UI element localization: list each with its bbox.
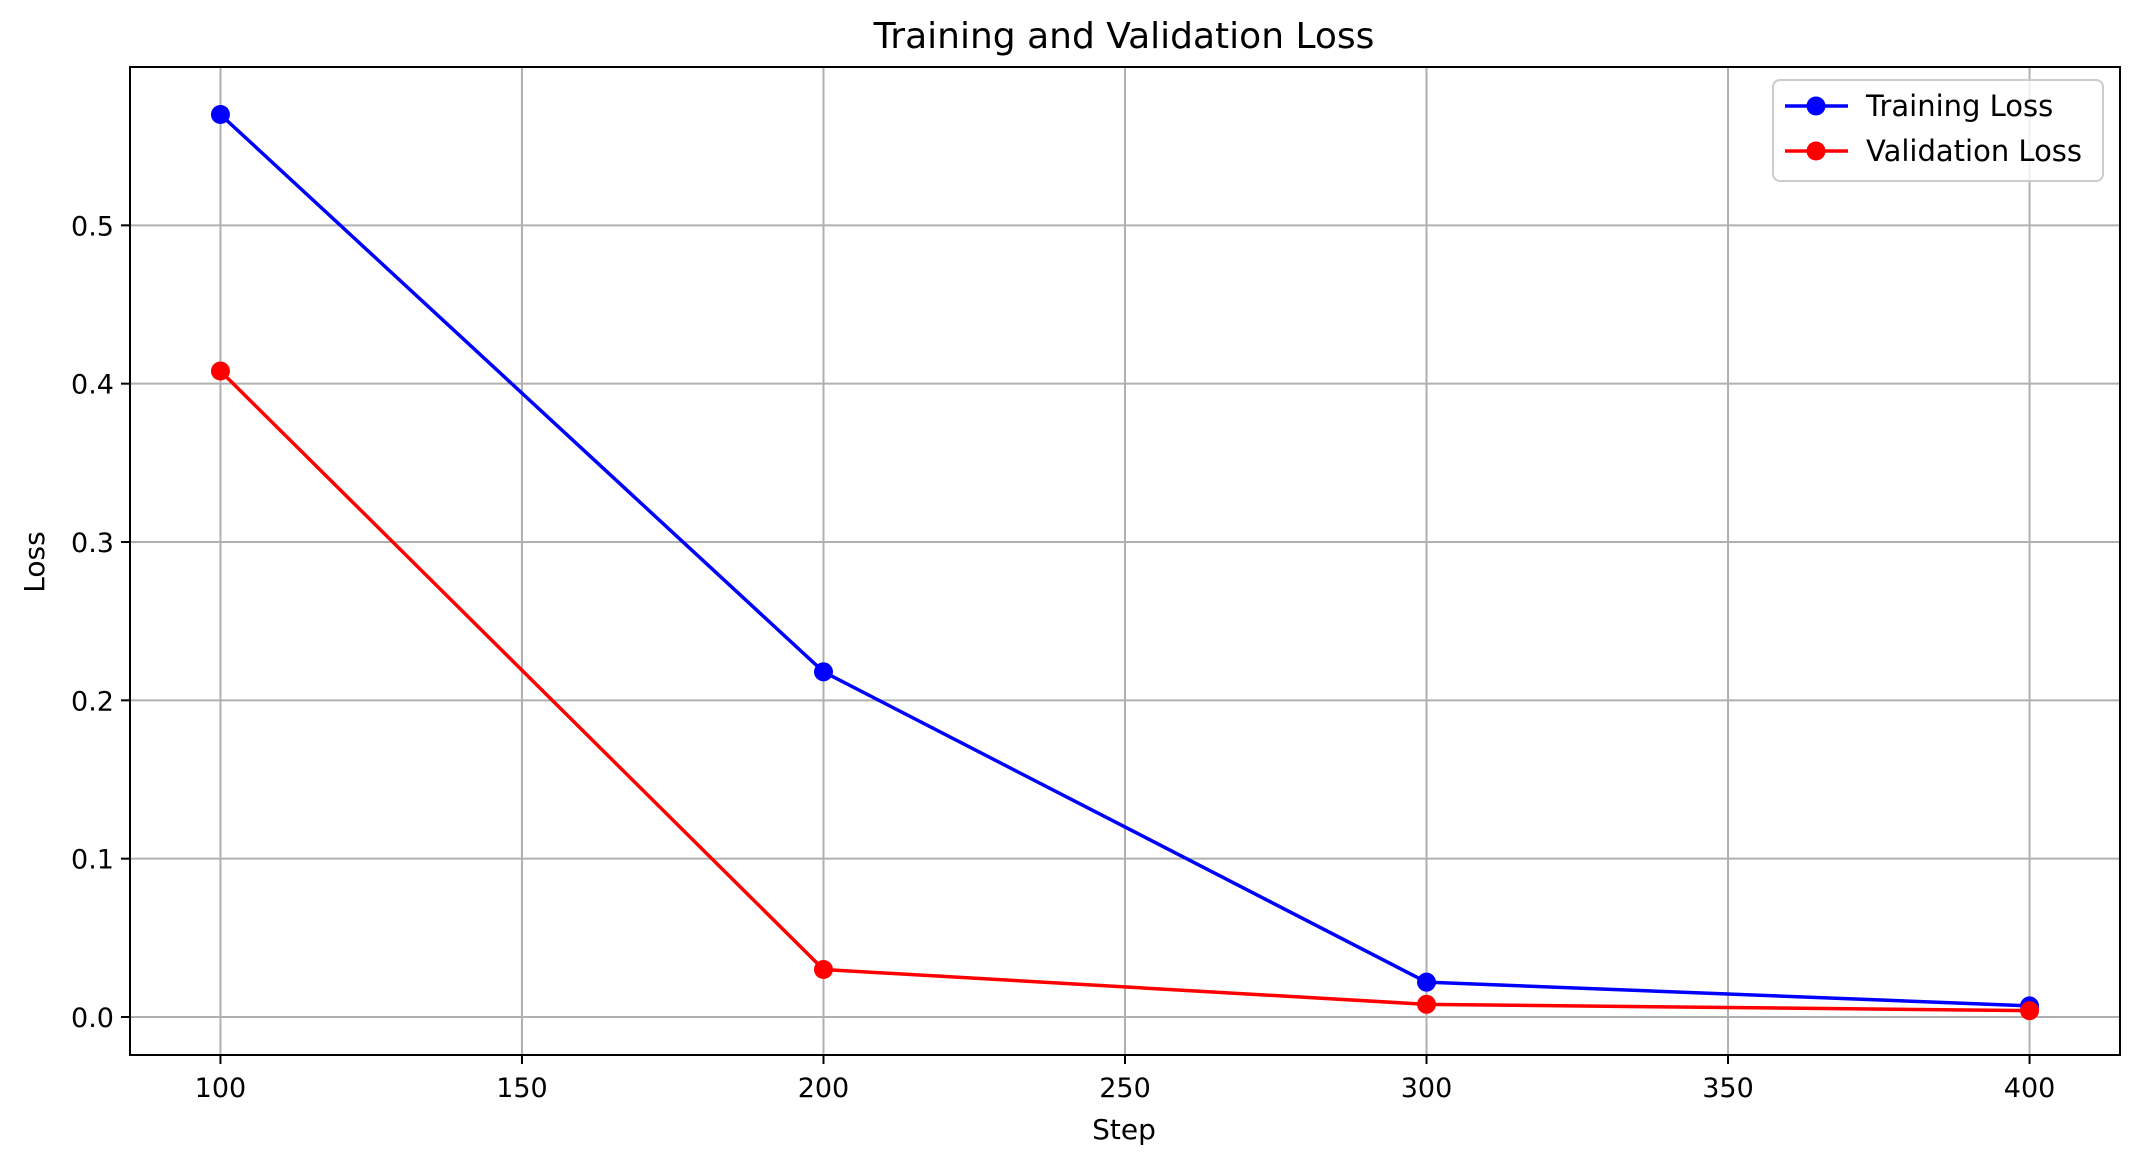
y-tick-label: 0.2 [71, 686, 114, 717]
x-tick-label: 350 [1702, 1073, 1754, 1104]
x-axis-label: Step [1092, 1113, 1156, 1146]
legend-label-validation-loss: Validation Loss [1866, 134, 2082, 168]
y-tick-label: 0.0 [71, 1003, 114, 1034]
legend-box [1772, 79, 2104, 182]
training-loss-line [219, 113, 2030, 1008]
legend-entry-training-loss: Training Loss [1785, 89, 2053, 123]
grid-lines [130, 67, 2120, 1055]
y-tick-label: 0.5 [71, 211, 114, 242]
x-tick-label: 150 [496, 1073, 548, 1104]
validation-loss-line [219, 369, 2030, 1013]
legend-label-training-loss: Training Loss [1865, 89, 2053, 123]
validation-loss-series [210, 361, 2040, 1021]
legend: Training Loss Validation Loss [1772, 79, 2104, 182]
x-tick-label: 250 [1099, 1073, 1151, 1104]
y-tick-label: 0.4 [71, 370, 114, 401]
training-loss-point [813, 662, 833, 682]
x-tick-label: 100 [195, 1073, 247, 1104]
y-tick-label: 0.1 [71, 845, 114, 876]
training-loss-point [1417, 972, 1437, 992]
legend-marker-validation-loss [1806, 141, 1826, 161]
validation-loss-point [813, 960, 833, 979]
chart-title: Training and Validation Loss [873, 16, 1375, 57]
legend-marker-training-loss [1806, 96, 1826, 116]
y-axis-label: Loss [18, 531, 51, 592]
training-loss-point [210, 105, 230, 124]
series-layer [210, 105, 2040, 1021]
validation-loss-point [1417, 994, 1437, 1014]
x-tick-label: 300 [1401, 1073, 1453, 1104]
x-axis-ticks: 100 150 200 250 300 350 400 [195, 1055, 2056, 1104]
y-axis-ticks: 0.0 0.1 0.2 0.3 0.4 0.5 [71, 211, 130, 1034]
y-tick-label: 0.3 [71, 528, 114, 559]
legend-entry-validation-loss: Validation Loss [1785, 134, 2082, 168]
validation-loss-point [2020, 1001, 2040, 1021]
validation-loss-point [210, 361, 230, 381]
x-tick-label: 200 [798, 1073, 850, 1104]
x-tick-label: 400 [2004, 1073, 2056, 1104]
